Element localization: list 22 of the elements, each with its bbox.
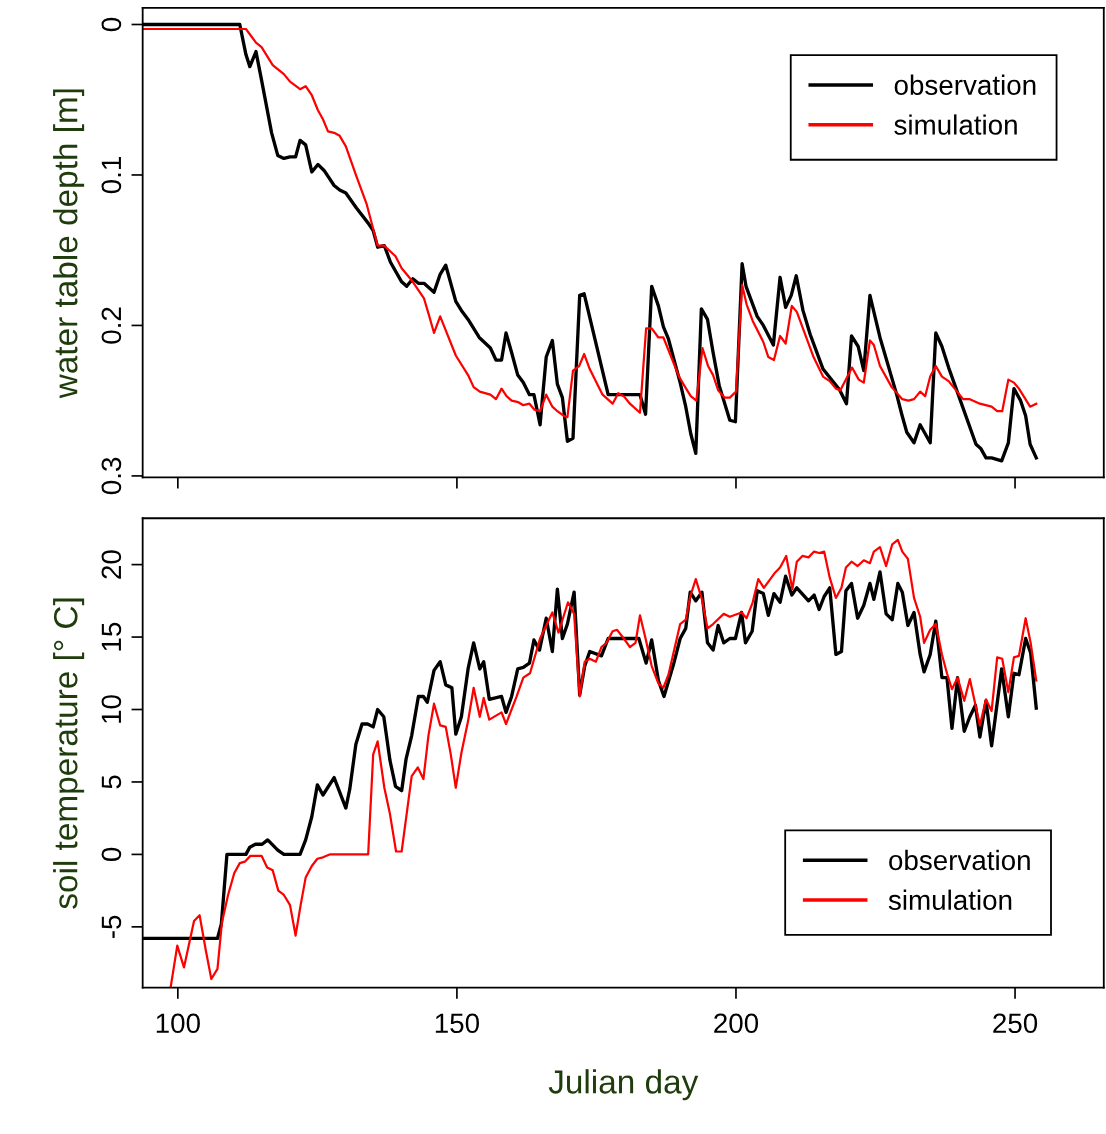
- x-tick-label: 150: [435, 1013, 479, 1034]
- y-axis-title: soil temperature [° C]: [53, 598, 85, 909]
- y-axis-title: water table depth [m]: [53, 89, 85, 399]
- legend-label: observation: [889, 849, 1030, 871]
- y-tick-label: 20: [101, 550, 122, 579]
- x-axis-title: Julian day: [548, 1069, 699, 1101]
- y-tick-label: -5: [101, 915, 122, 938]
- y-tick-label: 0.1: [101, 157, 122, 194]
- y-tick-label: 10: [101, 695, 122, 723]
- y-tick-label: 0.3: [101, 457, 122, 495]
- y-tick-label: 5: [101, 775, 122, 789]
- legend-label: simulation: [894, 114, 1017, 135]
- x-tick-label: 200: [714, 1013, 759, 1034]
- x-tick-label: 100: [156, 1013, 200, 1034]
- legend-label: observation: [894, 74, 1036, 96]
- y-tick-label: 0.2: [101, 307, 122, 344]
- legend-label: simulation: [888, 889, 1012, 910]
- line-series: [169, 538, 1038, 988]
- x-tick-label: 250: [993, 1013, 1038, 1034]
- y-tick-label: 15: [101, 622, 122, 651]
- y-tick-label: 0: [101, 847, 122, 862]
- y-tick-label: 0: [101, 17, 122, 32]
